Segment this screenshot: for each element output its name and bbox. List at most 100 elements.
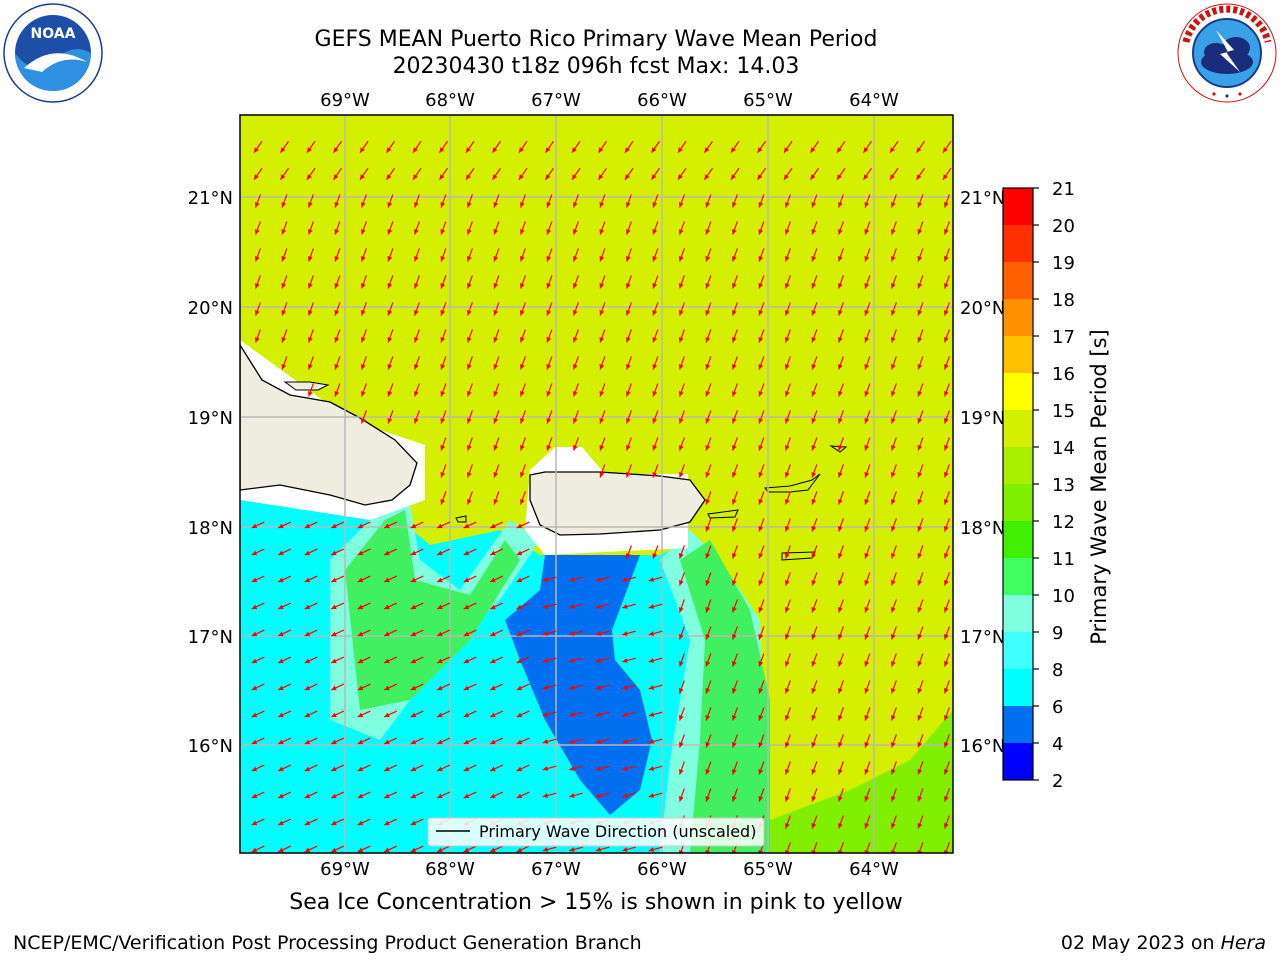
wave-arrow bbox=[595, 657, 610, 663]
wave-arrow bbox=[519, 437, 526, 451]
wave-arrow bbox=[705, 221, 712, 235]
wave-arrow bbox=[357, 521, 371, 529]
wave-arrow bbox=[652, 329, 659, 343]
wave-arrow bbox=[705, 572, 712, 586]
wave-arrow bbox=[648, 792, 663, 798]
wave-arrow bbox=[917, 221, 924, 235]
wave-arrow bbox=[864, 437, 871, 451]
wave-arrow bbox=[304, 737, 318, 745]
wave-arrow bbox=[837, 275, 844, 289]
wave-arrow bbox=[837, 653, 844, 667]
wave-arrow bbox=[648, 684, 663, 690]
wave-arrow bbox=[519, 410, 526, 424]
wave-arrow bbox=[357, 602, 371, 610]
wave-arrow bbox=[705, 356, 712, 370]
colorbar-tick-label: 8 bbox=[1052, 660, 1063, 681]
colorbar-segment bbox=[1003, 373, 1033, 411]
wave-arrow bbox=[758, 653, 765, 667]
wave-arrow bbox=[595, 630, 610, 636]
wave-arrow bbox=[413, 275, 420, 289]
wave-arrow bbox=[410, 845, 424, 853]
wave-arrow bbox=[811, 599, 818, 613]
wave-arrow bbox=[890, 329, 897, 343]
land-hispaniola bbox=[240, 343, 418, 506]
wave-arrow bbox=[383, 710, 398, 718]
wave-arrow bbox=[809, 167, 820, 181]
wave-arrow bbox=[330, 683, 345, 691]
wave-arrow bbox=[758, 680, 765, 694]
wave-arrow bbox=[917, 464, 924, 478]
wave-arrow bbox=[542, 846, 557, 852]
wave-arrow bbox=[304, 521, 318, 529]
wave-arrow bbox=[254, 221, 261, 235]
wave-arrow bbox=[383, 764, 398, 772]
wave-arrow bbox=[489, 575, 504, 583]
colorbar-tick-label: 20 bbox=[1052, 216, 1075, 237]
wave-arrow bbox=[569, 684, 583, 690]
wave-arrow bbox=[360, 329, 367, 343]
wave-arrow bbox=[890, 464, 897, 478]
wave-arrow bbox=[943, 491, 950, 505]
wave-arrow bbox=[917, 248, 924, 262]
wave-arrow bbox=[784, 248, 791, 262]
colorbar-tick-label: 11 bbox=[1052, 549, 1075, 570]
wave-arrow bbox=[652, 302, 659, 316]
wave-arrow bbox=[705, 329, 712, 343]
colorbar-segment bbox=[1003, 188, 1033, 226]
wave-arrow bbox=[890, 815, 897, 829]
wave-arrow bbox=[890, 599, 897, 613]
wave-arrow bbox=[622, 846, 636, 852]
wave-arrow bbox=[330, 548, 345, 556]
wave-arrow bbox=[466, 302, 473, 316]
wave-arrow bbox=[410, 602, 424, 610]
wave-arrow bbox=[811, 437, 818, 451]
wave-arrow bbox=[410, 710, 424, 718]
wave-arrow bbox=[542, 603, 557, 609]
wave-arrow bbox=[731, 491, 738, 505]
noaa-logo-text: NOAA bbox=[31, 26, 76, 42]
wave-arrow bbox=[890, 275, 897, 289]
wave-arrow bbox=[890, 491, 897, 505]
wave-arrow bbox=[440, 410, 447, 424]
lat-tick-left: 17°N bbox=[188, 627, 233, 648]
wave-arrow bbox=[890, 248, 897, 262]
wave-arrow bbox=[731, 356, 738, 370]
wave-arrow bbox=[652, 275, 659, 289]
wave-arrow bbox=[811, 329, 818, 343]
wave-arrow bbox=[466, 275, 473, 289]
wave-arrow bbox=[943, 221, 950, 235]
wave-arrow bbox=[493, 221, 500, 235]
wave-arrow bbox=[357, 818, 371, 826]
wave-arrow bbox=[648, 630, 663, 636]
wave-arrow bbox=[917, 410, 924, 424]
wave-arrow bbox=[334, 356, 341, 370]
wave-arrow bbox=[784, 329, 791, 343]
wave-arrow bbox=[334, 329, 341, 343]
lon-tick-top: 66°W bbox=[637, 90, 687, 111]
land-vieques bbox=[707, 509, 739, 519]
wave-arrow bbox=[489, 791, 504, 799]
wave-arrow bbox=[811, 707, 818, 721]
wave-arrow bbox=[837, 707, 844, 721]
wave-arrow bbox=[731, 302, 738, 316]
wave-arrow bbox=[304, 656, 318, 664]
colorbar-segment bbox=[1003, 225, 1033, 263]
wave-arrow bbox=[306, 167, 316, 181]
wave-arrow bbox=[705, 761, 712, 775]
wave-arrow bbox=[677, 167, 687, 181]
wave-arrow bbox=[334, 383, 341, 397]
wave-arrow bbox=[864, 221, 871, 235]
wave-arrow bbox=[730, 167, 740, 181]
wave-arrow bbox=[678, 410, 685, 424]
wave-arrow bbox=[519, 464, 526, 478]
wave-arrow bbox=[758, 491, 765, 505]
wave-arrow bbox=[625, 248, 632, 262]
wave-arrow bbox=[758, 707, 765, 721]
wave-arrow bbox=[277, 683, 292, 691]
wave-arrow bbox=[304, 683, 318, 691]
wave-arrow bbox=[491, 167, 502, 181]
wave-arrow bbox=[281, 356, 288, 370]
wave-arrow bbox=[357, 656, 371, 664]
wave-arrow bbox=[304, 791, 318, 799]
wave-arrow bbox=[731, 599, 738, 613]
